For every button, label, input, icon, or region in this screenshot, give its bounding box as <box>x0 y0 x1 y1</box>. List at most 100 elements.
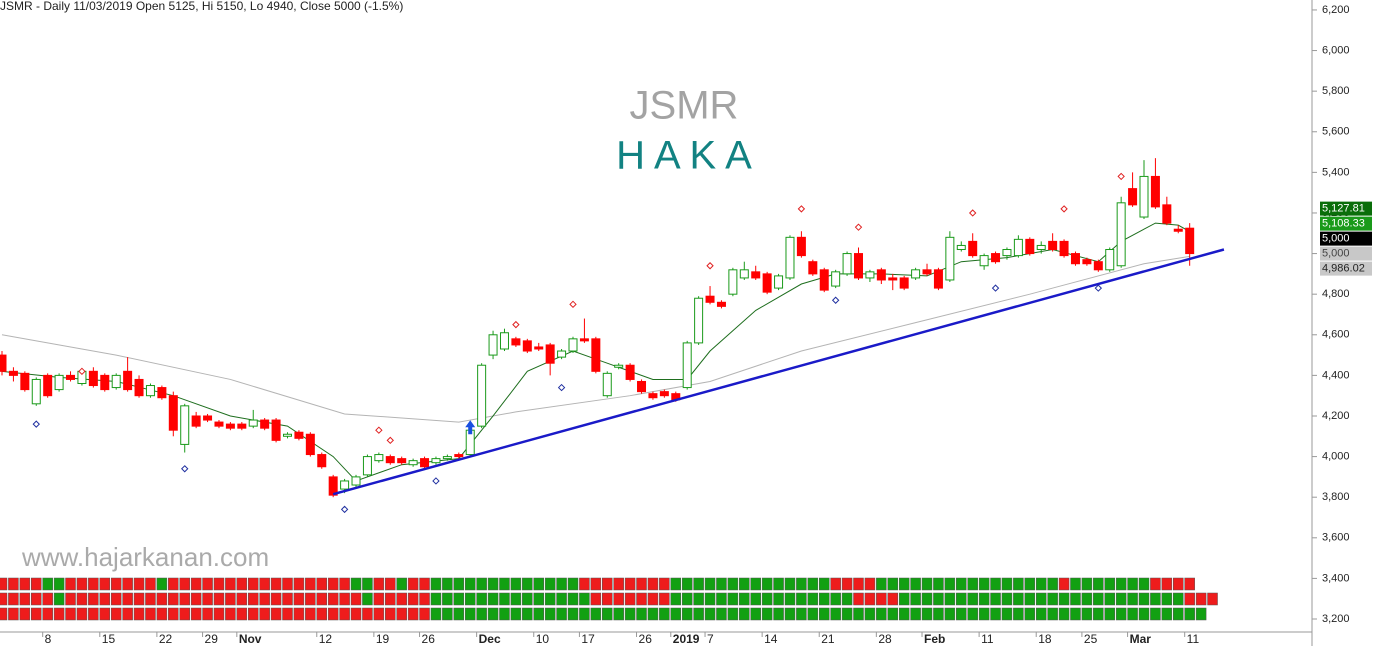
strip-cell <box>1024 607 1036 621</box>
trend-line <box>332 248 1225 496</box>
strip-cell <box>716 607 727 621</box>
strip-cell <box>0 607 8 621</box>
strip-cell <box>602 607 613 621</box>
candle-body <box>534 346 544 350</box>
strip-cell <box>1207 592 1218 606</box>
strip-cell <box>841 577 853 591</box>
candle-body <box>1162 204 1172 224</box>
candle-body <box>762 273 772 293</box>
sell-signal <box>968 209 977 217</box>
strip-cell <box>659 577 670 591</box>
candle-body <box>796 236 806 257</box>
candle-body <box>1150 175 1160 208</box>
strip-cell <box>1195 592 1207 606</box>
strip-cell <box>42 607 53 621</box>
strip-cell <box>339 592 350 606</box>
strip-cell <box>544 592 556 606</box>
candle-body <box>31 378 41 405</box>
strip-cell <box>761 577 773 591</box>
strip-cell <box>727 592 739 606</box>
strip-cell <box>556 577 567 591</box>
strip-cell <box>373 577 385 591</box>
strip-cell <box>110 607 122 621</box>
strip-cell <box>305 592 316 606</box>
strip-cell <box>213 577 225 591</box>
strip-cell <box>887 607 899 621</box>
strip-cell <box>339 577 350 591</box>
candle-body <box>1093 261 1103 271</box>
strip-cell <box>647 577 659 591</box>
strip-cell <box>236 577 248 591</box>
strip-cell <box>1013 607 1024 621</box>
candle-body <box>557 350 567 358</box>
strip-cell <box>784 577 796 591</box>
strip-cell <box>556 607 567 621</box>
strip-cell <box>898 577 910 591</box>
strip-cell <box>773 577 784 591</box>
candle-body <box>1139 175 1149 218</box>
strip-cell <box>385 607 396 621</box>
strip-cell <box>956 592 967 606</box>
strip-cell <box>1173 592 1184 606</box>
candle-body <box>751 271 761 279</box>
strip-cell <box>293 607 305 621</box>
x-tick-label: 11 <box>1187 632 1200 646</box>
x-tick-label: 2019 <box>673 632 700 646</box>
strip-cell <box>1161 592 1173 606</box>
sell-signal <box>797 205 806 213</box>
candle-body <box>716 301 726 307</box>
strip-cell <box>1184 607 1195 621</box>
candle-body <box>203 415 213 421</box>
price-label: 4,986.02 <box>1322 263 1365 275</box>
candle-body <box>591 338 601 372</box>
strip-cell <box>567 577 579 591</box>
strip-cell <box>761 592 773 606</box>
candle-body <box>842 253 852 275</box>
y-tick-label: 3,800 <box>1322 491 1350 503</box>
strip-cell <box>590 577 602 591</box>
strip-cell <box>1013 577 1024 591</box>
strip-cell <box>1070 577 1081 591</box>
strip-cell <box>784 607 796 621</box>
candle-body <box>214 421 224 427</box>
strip-cell <box>270 592 282 606</box>
candle-body <box>1105 249 1115 271</box>
buy-signal <box>557 383 566 392</box>
strip-cell <box>190 577 202 591</box>
candle-body <box>1013 238 1023 257</box>
candle-body <box>1082 259 1092 265</box>
strip-cell <box>887 592 899 606</box>
strip-cell <box>419 607 430 621</box>
y-tick-label: 3,400 <box>1322 572 1350 584</box>
strip-cell <box>864 577 876 591</box>
strip-cell <box>990 607 1001 621</box>
strip-cell <box>876 607 887 621</box>
strip-cell <box>681 607 693 621</box>
strip-cell <box>1161 607 1173 621</box>
strip-cell <box>31 592 42 606</box>
strip-cell <box>636 607 647 621</box>
strip-cell <box>293 577 305 591</box>
strip-cell <box>990 577 1001 591</box>
strip-cell <box>350 607 362 621</box>
strip-cell <box>750 577 761 591</box>
strip-cell <box>442 577 453 591</box>
strip-cell <box>190 592 202 606</box>
candle-body <box>522 340 532 352</box>
strip-cell <box>750 592 761 606</box>
strip-cell <box>270 577 282 591</box>
strip-cell <box>1184 592 1195 606</box>
strip-cell <box>476 607 487 621</box>
strip-cell <box>1127 592 1138 606</box>
strip-cell <box>156 577 168 591</box>
strip-cell <box>407 577 419 591</box>
strip-cell <box>910 592 921 606</box>
strip-cell <box>42 577 53 591</box>
strip-cell <box>659 607 670 621</box>
strip-cell <box>430 592 442 606</box>
sell-signal <box>569 300 577 309</box>
strip-cell <box>65 607 76 621</box>
strip-cell <box>579 577 590 591</box>
chart-title: JSMR - Daily 11/03/2019 Open 5125, Hi 51… <box>0 0 403 13</box>
